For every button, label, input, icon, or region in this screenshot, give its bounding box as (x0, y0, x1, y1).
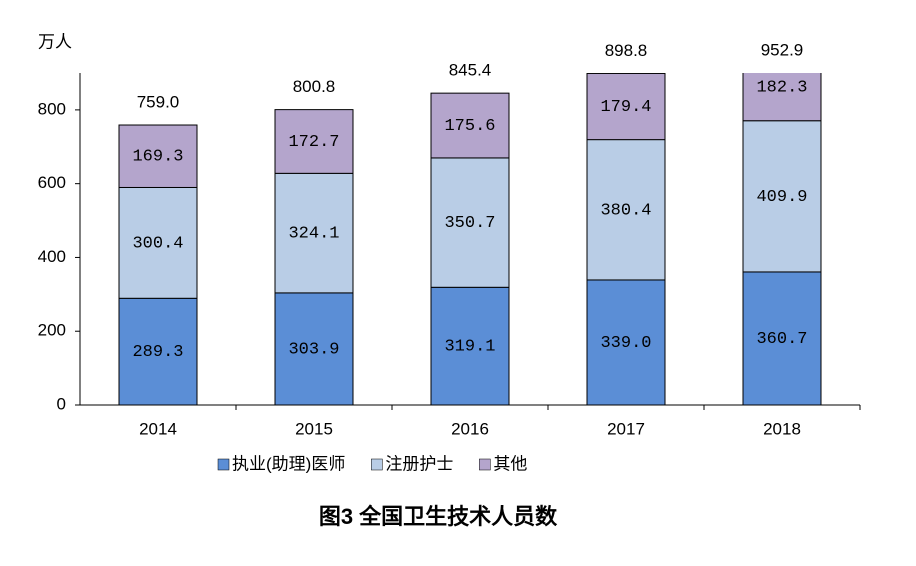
value-label: 289.3 (132, 343, 183, 362)
value-label: 409.9 (756, 188, 807, 207)
value-label: 179.4 (600, 98, 651, 117)
total-label: 759.0 (137, 92, 180, 111)
x-tick-label: 2018 (763, 419, 801, 438)
value-label: 380.4 (600, 201, 651, 220)
total-label: 845.4 (449, 61, 492, 80)
bar-segment (274, 172, 354, 294)
legend-swatch (217, 458, 230, 471)
value-label: 182.3 (756, 79, 807, 98)
bar-segment (118, 297, 198, 406)
bar-segment (586, 73, 666, 141)
chart-title: 图3 全国卫生技术人员数 (319, 504, 558, 529)
plot-area (118, 73, 822, 406)
legend-swatch (371, 458, 383, 471)
x-tick-label: 2017 (607, 419, 645, 438)
bar-segment (430, 157, 510, 288)
y-tick-label: 600 (38, 173, 66, 192)
y-tick-label: 200 (38, 321, 66, 340)
value-label: 172.7 (288, 133, 339, 152)
total-label: 800.8 (293, 77, 336, 96)
value-label: 324.1 (288, 225, 339, 244)
value-label: 169.3 (132, 148, 183, 167)
total-label: 952.9 (761, 40, 804, 59)
bar-segment (430, 92, 510, 159)
value-label: 300.4 (132, 234, 183, 253)
total-label: 898.8 (605, 41, 648, 60)
bar-segment (586, 139, 666, 281)
y-tick-label: 400 (38, 247, 66, 266)
bar-segment (586, 279, 666, 406)
bar-segment (742, 271, 822, 406)
bar-segment (742, 73, 822, 122)
value-label: 303.9 (288, 340, 339, 359)
value-label: 319.1 (444, 338, 495, 357)
value-label: 360.7 (756, 330, 807, 349)
value-label: 350.7 (444, 214, 495, 233)
x-tick-label: 2015 (295, 419, 333, 438)
x-tick-label: 2016 (451, 419, 489, 438)
legend-swatch (479, 458, 491, 471)
y-tick-label: 0 (57, 394, 66, 413)
legend-label: 执业(助理)医师 (232, 454, 345, 473)
bar-segment (274, 292, 354, 406)
x-tick-label: 2014 (139, 419, 177, 438)
value-label: 175.6 (444, 117, 495, 136)
legend-label: 其他 (493, 454, 527, 473)
bar-segment (118, 186, 198, 299)
bar-segment (118, 124, 198, 188)
y-tick-label: 800 (38, 99, 66, 118)
y-axis-label: 万人 (38, 32, 72, 51)
legend-label: 注册护士 (385, 454, 453, 473)
value-label: 339.0 (600, 334, 651, 353)
bar-segment (274, 109, 354, 174)
